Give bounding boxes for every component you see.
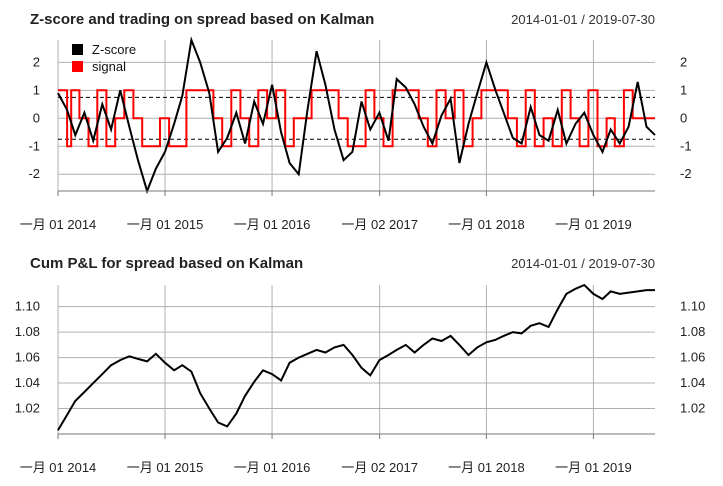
zscore-chart-title: Z-score and trading on spread based on K… bbox=[30, 11, 374, 28]
zscore-y-tick-right: 0 bbox=[680, 110, 687, 125]
zscore-y-tick-right: 2 bbox=[680, 54, 687, 69]
pnl-y-tick-left: 1.06 bbox=[15, 350, 40, 365]
zscore-grid bbox=[57, 40, 655, 191]
zscore-x-tick-label: 一月 01 2019 bbox=[555, 217, 632, 232]
zscore-legend: Z-score signal bbox=[72, 42, 136, 74]
pnl-chart-title: Cum P&L for spread based on Kalman bbox=[30, 255, 303, 272]
zscore-date-range: 2014-01-01 / 2019-07-30 bbox=[511, 12, 655, 27]
pnl-x-tick-label: 一月 01 2018 bbox=[448, 460, 525, 475]
zscore-panel: Z-score and trading on spread based on K… bbox=[20, 11, 692, 232]
zscore-y-tick-left: -1 bbox=[28, 138, 40, 153]
zscore-y-axis-left: -2 -1 0 1 2 bbox=[28, 54, 40, 181]
zscore-y-tick-right: -1 bbox=[680, 138, 692, 153]
pnl-y-tick-left: 1.02 bbox=[15, 401, 40, 416]
pnl-x-tick-label: 一月 01 2016 bbox=[234, 460, 311, 475]
pnl-date-range: 2014-01-01 / 2019-07-30 bbox=[511, 256, 655, 271]
zscore-y-tick-left: 1 bbox=[33, 82, 40, 97]
pnl-y-tick-right: 1.08 bbox=[680, 324, 705, 339]
pnl-x-tick-label: 一月 01 2015 bbox=[127, 460, 204, 475]
zscore-threshold-lines bbox=[58, 96, 655, 140]
zscore-y-tick-right: -2 bbox=[680, 166, 692, 181]
pnl-x-tick-label: 一月 02 2017 bbox=[341, 460, 418, 475]
pnl-x-tick-label: 一月 01 2019 bbox=[555, 460, 632, 475]
pnl-y-axis-right: 1.02 1.04 1.06 1.08 1.10 bbox=[680, 299, 705, 416]
pnl-grid bbox=[57, 285, 655, 434]
zscore-x-axis: 一月 01 2014 一月 01 2015 一月 01 2016 一月 02 2017… bbox=[20, 191, 632, 232]
zscore-x-tick-label: 一月 01 2014 bbox=[20, 217, 97, 232]
zscore-x-tick-label: 一月 01 2015 bbox=[127, 217, 204, 232]
zscore-y-tick-left: -2 bbox=[28, 166, 40, 181]
pnl-series-line bbox=[57, 283, 655, 431]
zscore-y-tick-right: 1 bbox=[680, 82, 687, 97]
pnl-y-axis-left: 1.02 1.04 1.06 1.08 1.10 bbox=[15, 299, 40, 416]
zscore-y-tick-left: 2 bbox=[33, 54, 40, 69]
zscore-x-tick-label: 一月 02 2017 bbox=[341, 217, 418, 232]
zscore-x-tick-label: 一月 01 2016 bbox=[234, 217, 311, 232]
legend-signal-swatch bbox=[72, 61, 83, 72]
pnl-y-tick-left: 1.04 bbox=[15, 375, 40, 390]
legend-zscore-swatch bbox=[72, 44, 83, 55]
pnl-x-tick-label: 一月 01 2014 bbox=[20, 460, 97, 475]
zscore-x-tick-label: 一月 01 2018 bbox=[448, 217, 525, 232]
pnl-y-tick-right: 1.10 bbox=[680, 299, 705, 314]
pnl-y-tick-right: 1.06 bbox=[680, 350, 705, 365]
pnl-y-tick-right: 1.02 bbox=[680, 401, 705, 416]
pnl-x-axis: 一月 01 2014 一月 01 2015 一月 01 2016 一月 02 2017… bbox=[20, 434, 632, 475]
pnl-y-tick-left: 1.08 bbox=[15, 324, 40, 339]
signal-series-line bbox=[58, 89, 655, 148]
zscore-y-tick-left: 0 bbox=[33, 110, 40, 125]
pnl-y-tick-right: 1.04 bbox=[680, 375, 705, 390]
pnl-y-tick-left: 1.10 bbox=[15, 299, 40, 314]
legend-signal-label: signal bbox=[92, 59, 126, 74]
zscore-y-axis-right: -2 -1 0 1 2 bbox=[680, 54, 692, 181]
pnl-panel: Cum P&L for spread based on Kalman 2014-… bbox=[15, 255, 706, 475]
zscore-series-line bbox=[57, 36, 656, 195]
legend-zscore-label: Z-score bbox=[92, 42, 136, 57]
